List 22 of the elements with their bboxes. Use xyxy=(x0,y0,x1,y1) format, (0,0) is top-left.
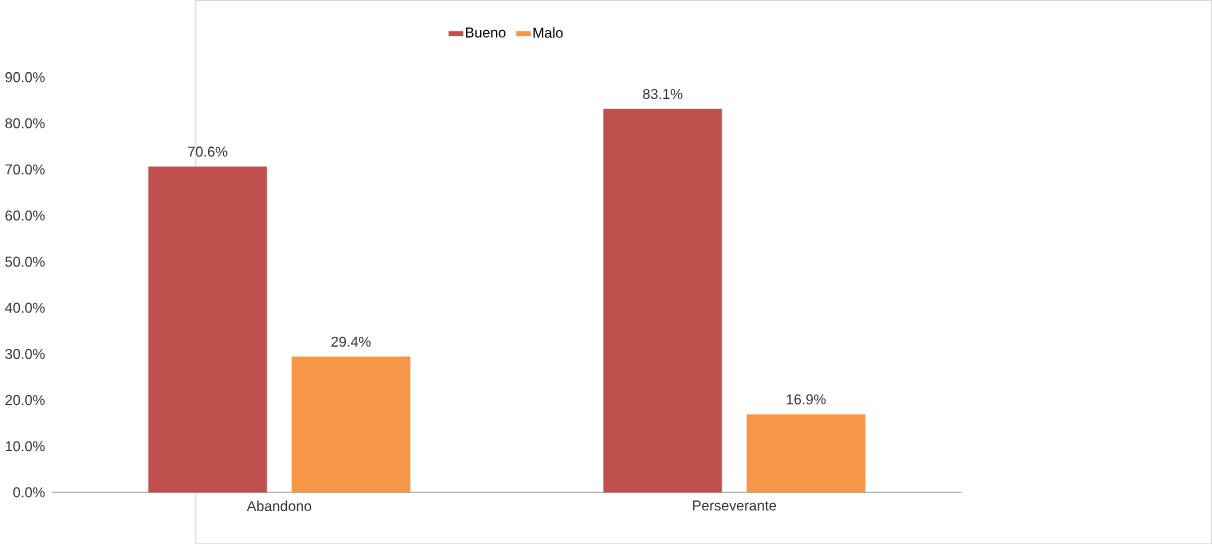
legend-label: Malo xyxy=(533,27,563,38)
bar xyxy=(746,414,866,493)
data-label: 70.6% xyxy=(188,146,228,157)
y-tick-label: 60.0% xyxy=(5,210,45,221)
x-tick-label: Perseverante xyxy=(693,500,777,511)
bar xyxy=(603,108,722,493)
y-tick-label: 90.0% xyxy=(5,71,45,83)
bar xyxy=(291,356,411,493)
bar xyxy=(148,166,267,493)
y-tick-label: 80.0% xyxy=(5,118,45,129)
y-tick-label: 30.0% xyxy=(5,348,45,359)
y-tick-label: 0.0% xyxy=(13,487,45,498)
y-tick-label: 20.0% xyxy=(5,394,45,405)
y-tick-label: 50.0% xyxy=(5,256,45,267)
y-tick-label: 40.0% xyxy=(5,302,45,313)
data-label: 16.9% xyxy=(786,394,826,405)
data-label: 83.1% xyxy=(643,88,683,99)
y-tick-label: 10.0% xyxy=(5,440,45,452)
x-tick-label: Abandono xyxy=(246,500,312,511)
y-tick-label: 70.0% xyxy=(5,164,45,175)
legend-label: Bueno xyxy=(466,27,506,38)
data-label: 29.4% xyxy=(331,336,371,347)
